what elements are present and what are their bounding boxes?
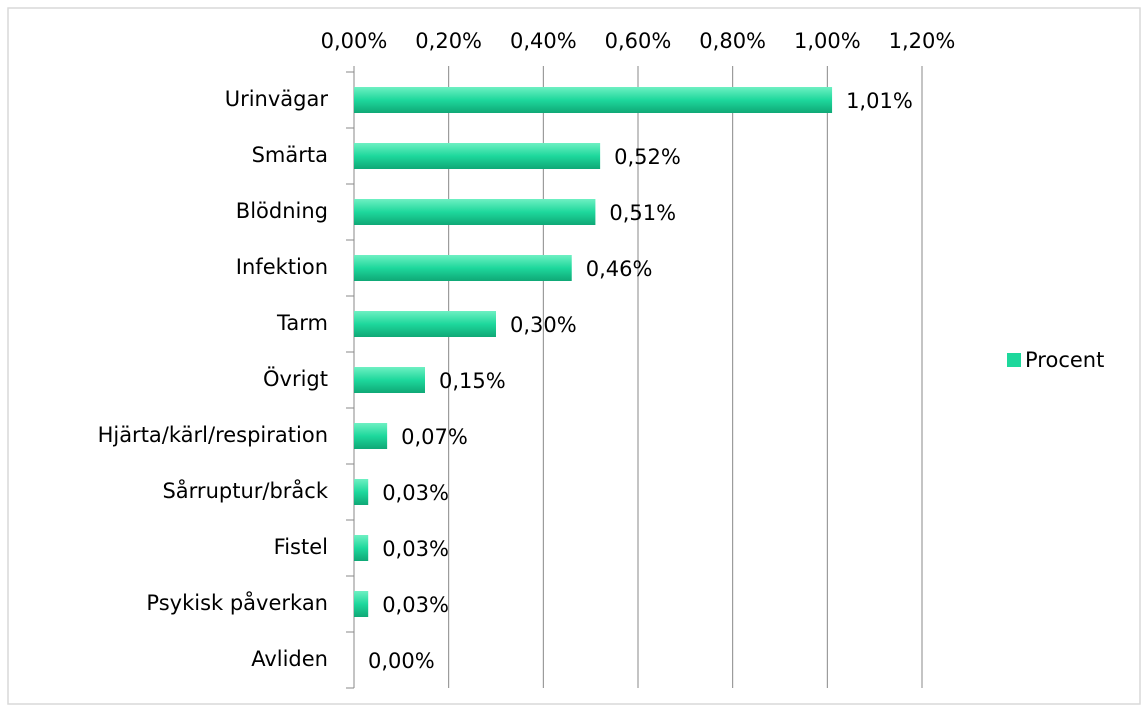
bar [354, 535, 369, 561]
data-label: 0,52% [614, 145, 681, 169]
bar [354, 591, 369, 617]
x-tick-label: 1,00% [794, 29, 861, 53]
data-label: 0,15% [439, 369, 506, 393]
y-tick-label: Urinvägar [225, 87, 329, 111]
y-tick-label: Tarm [276, 311, 328, 335]
data-label: 0,03% [382, 593, 449, 617]
y-tick-label: Psykisk påverkan [146, 590, 328, 615]
y-tick-label: Avliden [251, 647, 328, 671]
chart-frame [7, 7, 1141, 705]
bar [354, 255, 572, 281]
y-tick-label: Sårruptur/bråck [162, 478, 328, 503]
x-tick-label: 0,60% [605, 29, 672, 53]
data-label: 0,00% [368, 649, 435, 673]
legend-label: Procent [1025, 348, 1104, 372]
bar [354, 479, 369, 505]
bar [354, 199, 596, 225]
bar [354, 87, 833, 113]
y-tick-label: Smärta [252, 143, 328, 167]
x-tick-label: 1,20% [889, 29, 956, 53]
x-tick-label: 0,20% [415, 29, 482, 53]
y-tick-label: Blödning [236, 199, 328, 223]
data-label: 0,03% [382, 481, 449, 505]
x-tick-label: 0,40% [510, 29, 577, 53]
data-label: 0,07% [401, 425, 468, 449]
data-label: 1,01% [846, 89, 913, 113]
bar [354, 143, 601, 169]
data-label: 0,51% [609, 201, 676, 225]
bar [354, 311, 496, 337]
data-label: 0,46% [586, 257, 653, 281]
y-tick-label: Övrigt [263, 366, 328, 391]
data-label: 0,30% [510, 313, 577, 337]
legend-swatch [1007, 353, 1021, 367]
bar [354, 423, 388, 449]
y-tick-label: Hjärta/kärl/respiration [98, 423, 328, 447]
x-tick-label: 0,00% [321, 29, 388, 53]
y-tick-label: Fistel [274, 535, 328, 559]
y-tick-label: Infektion [236, 255, 328, 279]
bar [354, 367, 425, 393]
data-label: 0,03% [382, 537, 449, 561]
x-tick-label: 0,80% [699, 29, 766, 53]
